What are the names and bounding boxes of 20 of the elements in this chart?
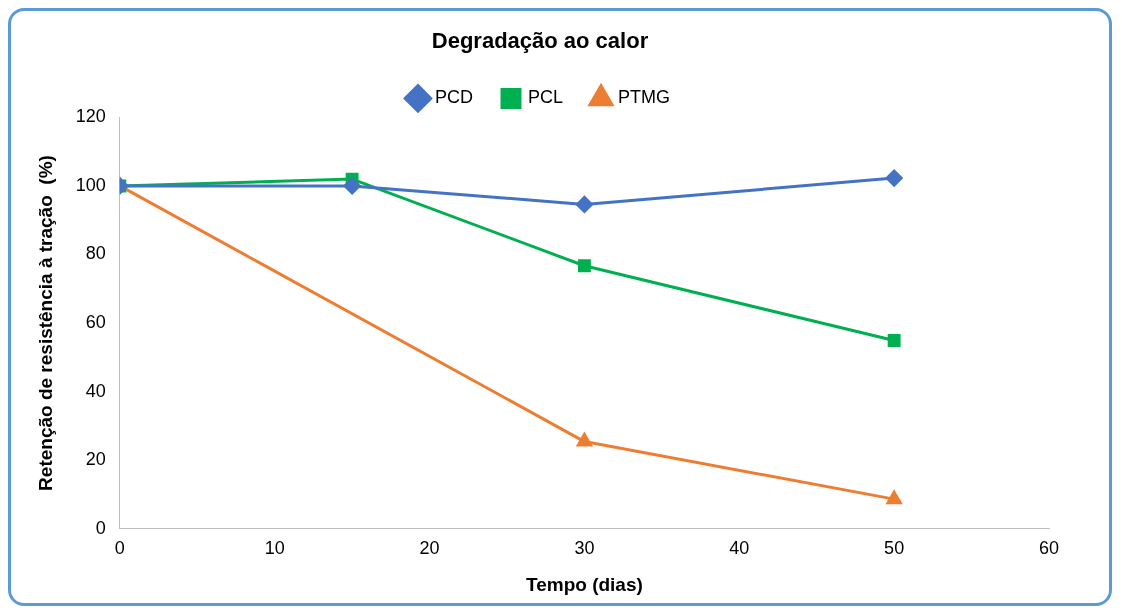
y-axis-title: Retenção de resistência à tração (%) bbox=[34, 155, 56, 491]
x-tick-label: 50 bbox=[884, 538, 905, 559]
y-tick-label: 80 bbox=[85, 243, 106, 264]
x-axis-title: Tempo (dias) bbox=[526, 573, 643, 595]
legend-label: PCL bbox=[528, 87, 564, 108]
x-tick-label: 40 bbox=[729, 538, 750, 559]
legend-label: PCD bbox=[434, 87, 474, 108]
y-tick-label: 120 bbox=[75, 106, 106, 127]
y-tick-label: 100 bbox=[75, 174, 106, 195]
y-tick-label: 20 bbox=[85, 449, 106, 470]
x-tick-label: 30 bbox=[574, 538, 595, 559]
y-tick-label: 60 bbox=[85, 311, 106, 332]
x-tick-label: 60 bbox=[1038, 538, 1060, 559]
x-tick-label: 10 bbox=[264, 538, 285, 559]
y-tick-label: 0 bbox=[95, 517, 106, 538]
chart-title: Degradação ao calor bbox=[431, 28, 649, 54]
x-tick-label: 0 bbox=[114, 538, 125, 559]
x-tick-label: 20 bbox=[419, 538, 440, 559]
y-tick-label: 40 bbox=[85, 380, 106, 401]
legend-label: PTMG bbox=[618, 87, 671, 108]
